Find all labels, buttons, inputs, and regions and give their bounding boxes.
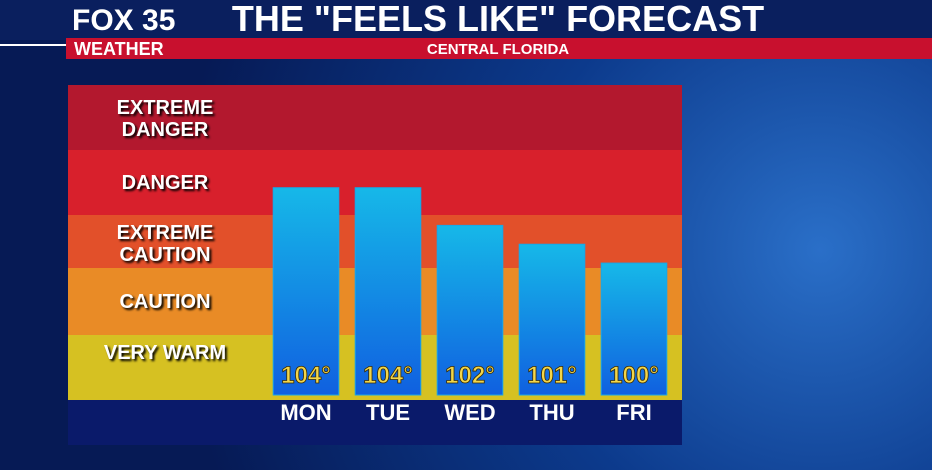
value-label: 100° (609, 362, 659, 389)
value-label: 104° (281, 362, 331, 389)
x-tick-label: FRI (616, 400, 651, 425)
chart-subtitle: CENTRAL FLORIDA (427, 41, 569, 58)
bar (518, 243, 586, 396)
zone-label: EXTREME DANGER (116, 97, 214, 141)
x-tick-label: WED (444, 400, 495, 425)
zone-label: VERY WARM (103, 342, 227, 364)
brand: WEATHER (74, 39, 164, 59)
bar (600, 262, 668, 396)
zone-label: DANGER (121, 172, 209, 194)
day-strip (68, 400, 682, 445)
bar (272, 187, 340, 396)
value-label: 102° (445, 362, 495, 389)
x-tick-label: TUE (366, 400, 410, 425)
zone-band (68, 85, 682, 150)
x-tick-label: THU (529, 400, 574, 425)
value-label: 101° (527, 362, 577, 389)
bar (354, 187, 422, 396)
zone-label: CAUTION (119, 291, 211, 313)
value-label: 104° (363, 362, 413, 389)
header-bar (0, 0, 932, 40)
x-tick-label: MON (280, 400, 331, 425)
bar (436, 224, 504, 396)
header-strip (66, 38, 932, 59)
logo: FOX 35 (72, 4, 175, 37)
zone-label: EXTREME CAUTION (116, 222, 214, 266)
chart-title: THE "FEELS LIKE" FORECAST (232, 0, 764, 39)
